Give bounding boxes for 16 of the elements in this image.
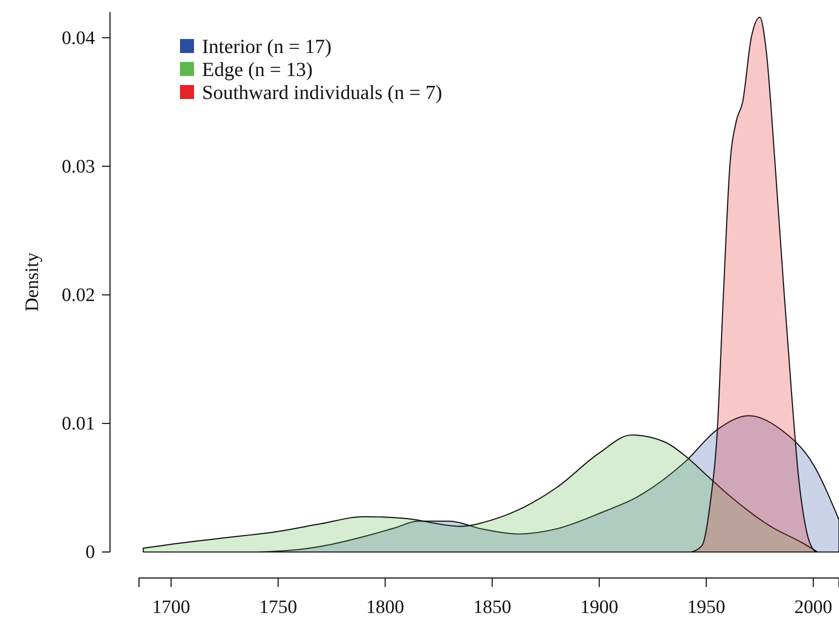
x-tick-label: 1900 (580, 596, 618, 618)
y-tick-label: 0.04 (62, 28, 96, 49)
x-tick-label: 1850 (473, 596, 512, 618)
y-axis-title: Density (22, 252, 43, 312)
x-tick-label: 1750 (259, 596, 298, 618)
x-tick-label: 1700 (152, 596, 190, 618)
y-tick-label: 0 (86, 542, 95, 564)
legend-label: Interior (n = 17) (202, 36, 332, 58)
x-tick-label: 2000 (794, 596, 832, 618)
y-tick-label: 0.02 (62, 284, 95, 306)
y-tick-label: 0.03 (62, 156, 95, 178)
x-tick-label: 1950 (687, 596, 726, 618)
x-tick-label: 1800 (366, 596, 404, 618)
legend-label: Edge (n = 13) (202, 59, 313, 81)
y-tick-label: 0.01 (62, 414, 95, 435)
legend-label: Southward individuals (n = 7) (202, 82, 442, 104)
